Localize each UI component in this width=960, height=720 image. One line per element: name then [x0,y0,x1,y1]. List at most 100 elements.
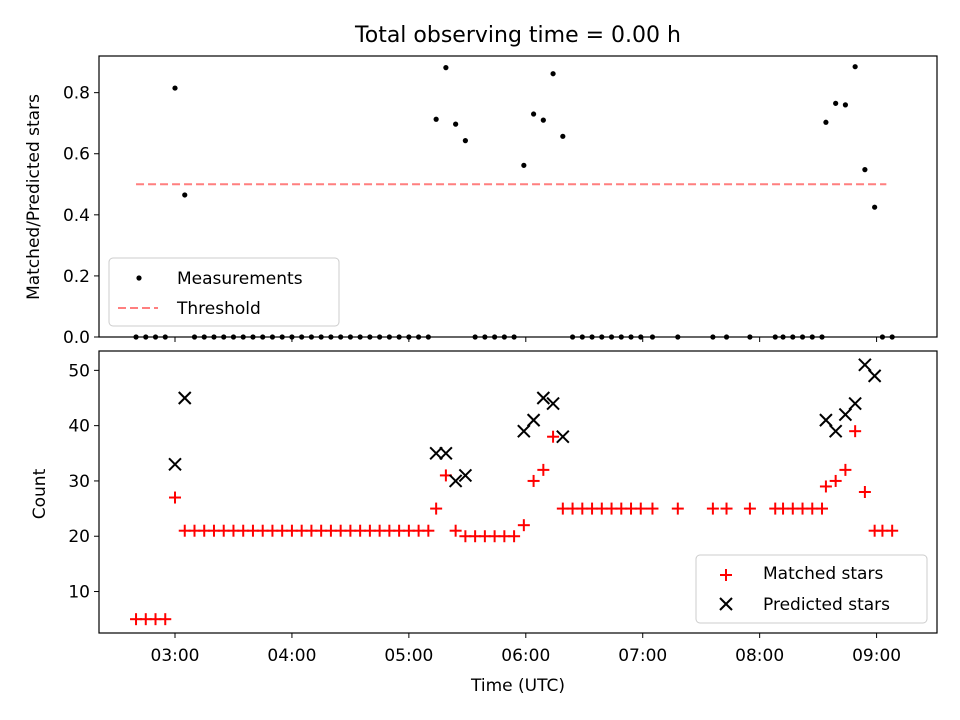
predicted-star-point [838,407,853,422]
legend-predicted-marker [719,597,733,611]
matched-star-point [829,474,842,487]
bottom-ytick-label: 30 [68,472,90,492]
measurement-point [842,102,849,108]
matched-star-point [422,524,435,537]
bottom-y-ticks: 10 20 30 40 50 [68,361,99,603]
predicted-star-point [448,474,463,488]
bottom-ytick-label: 20 [68,527,90,547]
matched-star-point [816,502,829,515]
bottom-legend-box [695,554,928,624]
predicted-x-b [439,446,453,461]
predicted-star-point [439,446,453,461]
measurement-point [453,121,459,127]
bottom-marks [130,358,899,626]
legend-matched-marker [720,569,732,581]
predicted-star-point [536,391,551,405]
predicted-x-b [517,424,531,438]
predicted-x-b [867,369,882,383]
bottom-ytick-label: 50 [68,361,90,381]
top-legend: Measurements Threshold [108,257,340,327]
bottom-x-ticks: 03:00 04:00 05:00 06:00 07:00 08:00 09:00 [151,633,901,666]
matched-star-point [547,430,560,443]
matched-star-point [706,502,719,515]
top-x-ticks [174,337,878,342]
bottom-legend: Matched stars Predicted stars [695,554,928,624]
top-ytick-label: 0.0 [63,328,90,348]
matched-star-point [858,486,871,498]
matched-star-point [449,524,462,537]
matched-star-point [517,519,530,532]
matched-star-point [839,463,852,476]
legend-matched-label: Matched stars [763,564,883,584]
predicted-x-b [429,446,443,461]
top-y-ticks: 0.0 0.2 0.4 0.6 0.8 [63,84,99,348]
predicted-star-point [819,413,833,427]
measurement-point [182,192,188,198]
predicted-x-b [168,457,182,472]
measurement-point [833,100,839,106]
bottom-axes-frame [98,350,938,634]
bottom-xtick-label: 07:00 [618,646,667,666]
top-panel: Total observing time = 0.00 h 0.00.20.40… [24,23,938,348]
legend-measurements-label: Measurements [177,269,303,289]
measurement-point [172,85,178,91]
predicted-x-b [848,396,862,411]
predicted-star-point [546,396,560,411]
predicted-x-b [838,407,853,422]
matched-star-point [527,474,540,487]
predicted-star-point [517,424,531,438]
measurement-point [521,162,527,168]
bottom-xtick-label: 03:00 [151,646,200,666]
matched-star-point [159,613,172,626]
predicted-x-b [448,474,463,488]
measurement-point [862,167,868,173]
predicted-x-b [458,468,473,483]
bottom-xlabel: Time (UTC) [470,676,565,696]
predicted-star-point [168,457,182,472]
measurement-point [443,65,449,71]
predicted-star-point [429,446,443,461]
predicted-star-point [828,424,843,438]
predicted-x-b [858,358,872,372]
bottom-panel: 10 20 30 40 50 03:00 04:00 05:00 06:00 07:00 08:0… [30,350,938,696]
bottom-xtick-label: 05:00 [384,646,433,666]
top-title: Total observing time = 0.00 h [354,23,681,48]
bottom-xtick-label: 09:00 [852,646,901,666]
matched-star-point [646,502,659,515]
bottom-xtick-label: 06:00 [501,646,550,666]
legend-predicted-label: Predicted stars [763,595,890,615]
legend-threshold-label: Threshold [176,299,261,319]
predicted-x-b [556,429,570,444]
legend-measurements-marker [136,275,142,281]
matched-star-point [430,502,443,515]
matched-star-point [169,491,182,504]
measurement-point [530,111,537,117]
bottom-xtick-label: 04:00 [267,646,316,666]
predicted-star-point [556,429,570,444]
matched-star-point [849,425,862,438]
top-ylabel: Matched/Predicted stars [24,94,44,300]
bottom-ytick-label: 40 [68,417,90,437]
matched-star-point [720,502,733,515]
measurement-point [462,138,468,144]
predicted-star-point [526,413,541,427]
top-legend-box [108,257,340,327]
predicted-star-point [858,358,872,372]
matched-star-point [671,502,684,515]
predicted-x-b [546,396,560,411]
predicted-x-b [828,424,843,438]
measurement-point [433,116,439,122]
measurement-point [823,119,829,125]
predicted-x-b [178,391,192,405]
top-ytick-label: 0.6 [63,145,90,165]
matched-star-point [634,502,647,515]
matched-star-point [537,463,550,476]
measurement-point [560,133,566,139]
predicted-x-b [536,391,551,405]
top-axes-frame [98,55,938,338]
top-ytick-label: 0.4 [63,206,90,226]
predicted-star-point [848,396,862,411]
measurement-point [852,64,858,70]
matched-star-point [886,524,899,537]
